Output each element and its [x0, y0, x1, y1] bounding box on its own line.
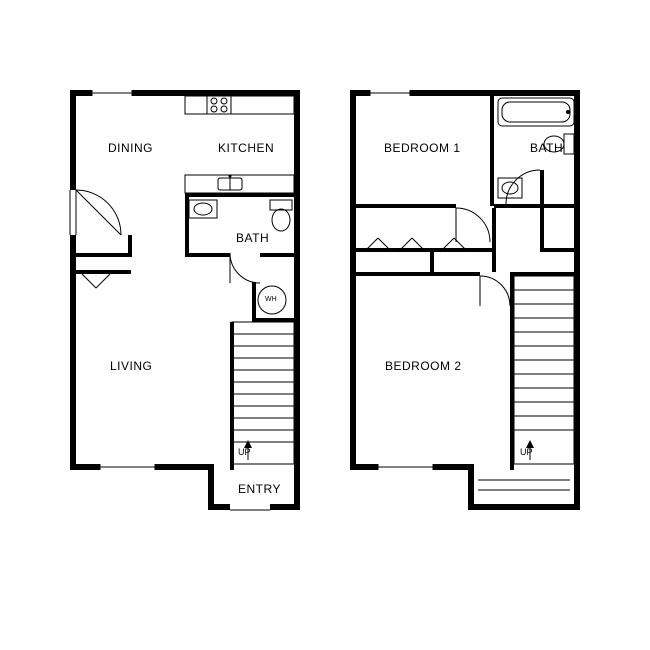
- stairs-floor1: [232, 322, 294, 464]
- label-living: LIVING: [110, 359, 152, 373]
- label-bedroom2: BEDROOM 2: [385, 359, 462, 373]
- stairs-floor2: [514, 276, 574, 464]
- label-dining: DINING: [108, 141, 153, 155]
- label-up2: UP: [520, 447, 533, 457]
- label-kitchen: KITCHEN: [218, 141, 274, 155]
- label-bath1: BATH: [236, 231, 269, 245]
- label-bedroom1: BEDROOM 1: [384, 141, 461, 155]
- label-wh: WH: [265, 296, 277, 303]
- floor-1: DINING KITCHEN BATH LIVING ENTRY WH UP: [70, 90, 300, 510]
- floor-2: BEDROOM 1 BATH BEDROOM 2 UP: [350, 90, 580, 510]
- label-up1: UP: [238, 447, 251, 457]
- floorplan-container: DINING KITCHEN BATH LIVING ENTRY WH UP: [0, 0, 650, 650]
- label-bath2: BATH: [530, 141, 563, 155]
- floorplan-svg: DINING KITCHEN BATH LIVING ENTRY WH UP: [0, 0, 650, 650]
- label-entry: ENTRY: [238, 482, 281, 496]
